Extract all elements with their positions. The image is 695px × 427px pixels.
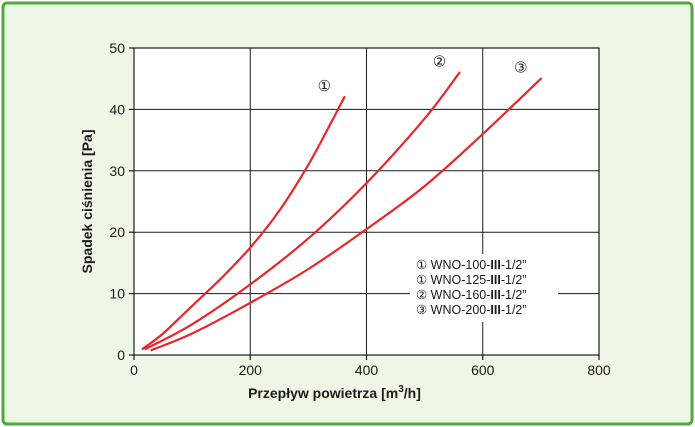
legend-entry: ① WNO-125-III-1/2” bbox=[416, 273, 527, 287]
y-tick-label: 50 bbox=[109, 40, 125, 56]
x-axis-label: Przepływ powietrza [m3/h] bbox=[248, 384, 421, 401]
y-tick-label: 30 bbox=[109, 163, 125, 179]
y-axis-label: Spadek ciśnienia [Pa] bbox=[79, 130, 95, 274]
legend-entry: ③ WNO-200-III-1/2” bbox=[416, 303, 527, 317]
series-marker-label: ① bbox=[318, 78, 331, 95]
x-tick-label: 800 bbox=[587, 362, 611, 378]
series-line-2 bbox=[144, 71, 461, 350]
y-tick-label: 40 bbox=[109, 101, 125, 117]
series-line-3 bbox=[150, 77, 542, 352]
x-tick-label: 400 bbox=[355, 362, 379, 378]
x-tick-label: 0 bbox=[130, 362, 138, 378]
y-axis-ticks: 0 10 20 30 40 50 bbox=[109, 40, 134, 363]
x-tick-label: 200 bbox=[239, 362, 263, 378]
legend: ① WNO-100-III-1/2”① WNO-125-III-1/2”② WN… bbox=[410, 254, 558, 322]
y-tick-label: 0 bbox=[117, 347, 125, 363]
x-tick-label: 600 bbox=[471, 362, 495, 378]
series-lines: ① ② ③ bbox=[141, 54, 542, 352]
y-tick-label: 10 bbox=[109, 286, 125, 302]
y-tick-label: 20 bbox=[109, 224, 125, 240]
legend-entry: ① WNO-100-III-1/2” bbox=[416, 258, 527, 272]
series-marker-label: ③ bbox=[514, 60, 527, 77]
x-axis-ticks: 0 200 400 600 800 bbox=[130, 355, 611, 378]
series-line-1 bbox=[141, 96, 346, 350]
legend-box bbox=[410, 254, 558, 322]
legend-entry: ② WNO-160-III-1/2” bbox=[416, 288, 527, 302]
series-marker-label: ② bbox=[433, 54, 446, 71]
